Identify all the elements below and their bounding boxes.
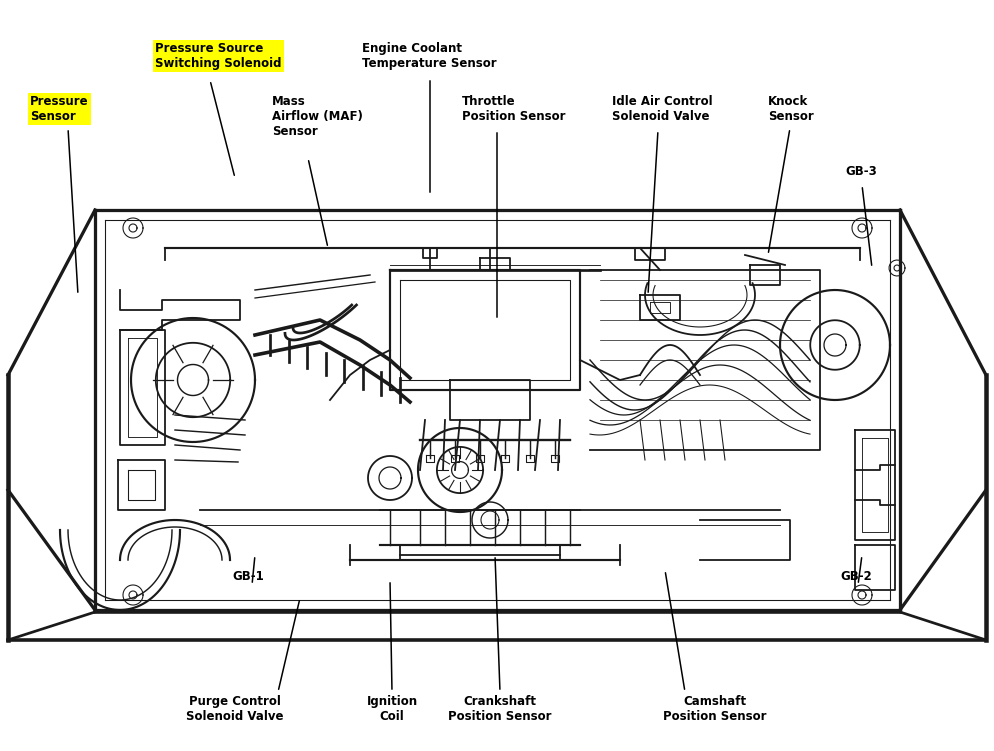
Text: Engine Coolant
Temperature Sensor: Engine Coolant Temperature Sensor <box>362 42 497 70</box>
Text: Pressure
Sensor: Pressure Sensor <box>30 95 88 123</box>
Text: Mass
Airflow (MAF)
Sensor: Mass Airflow (MAF) Sensor <box>272 95 363 138</box>
Text: GB-3: GB-3 <box>845 165 877 178</box>
Text: Idle Air Control
Solenoid Valve: Idle Air Control Solenoid Valve <box>612 95 713 123</box>
Text: Throttle
Position Sensor: Throttle Position Sensor <box>462 95 566 123</box>
Text: Purge Control
Solenoid Valve: Purge Control Solenoid Valve <box>186 695 283 723</box>
Text: Ignition
Coil: Ignition Coil <box>367 695 417 723</box>
Text: Pressure Source
Switching Solenoid: Pressure Source Switching Solenoid <box>155 42 281 70</box>
Text: GB-2: GB-2 <box>840 570 872 583</box>
Text: Crankshaft
Position Sensor: Crankshaft Position Sensor <box>448 695 552 723</box>
Text: Knock
Sensor: Knock Sensor <box>768 95 814 123</box>
Text: Camshaft
Position Sensor: Camshaft Position Sensor <box>663 695 766 723</box>
Text: GB-1: GB-1 <box>232 570 263 583</box>
